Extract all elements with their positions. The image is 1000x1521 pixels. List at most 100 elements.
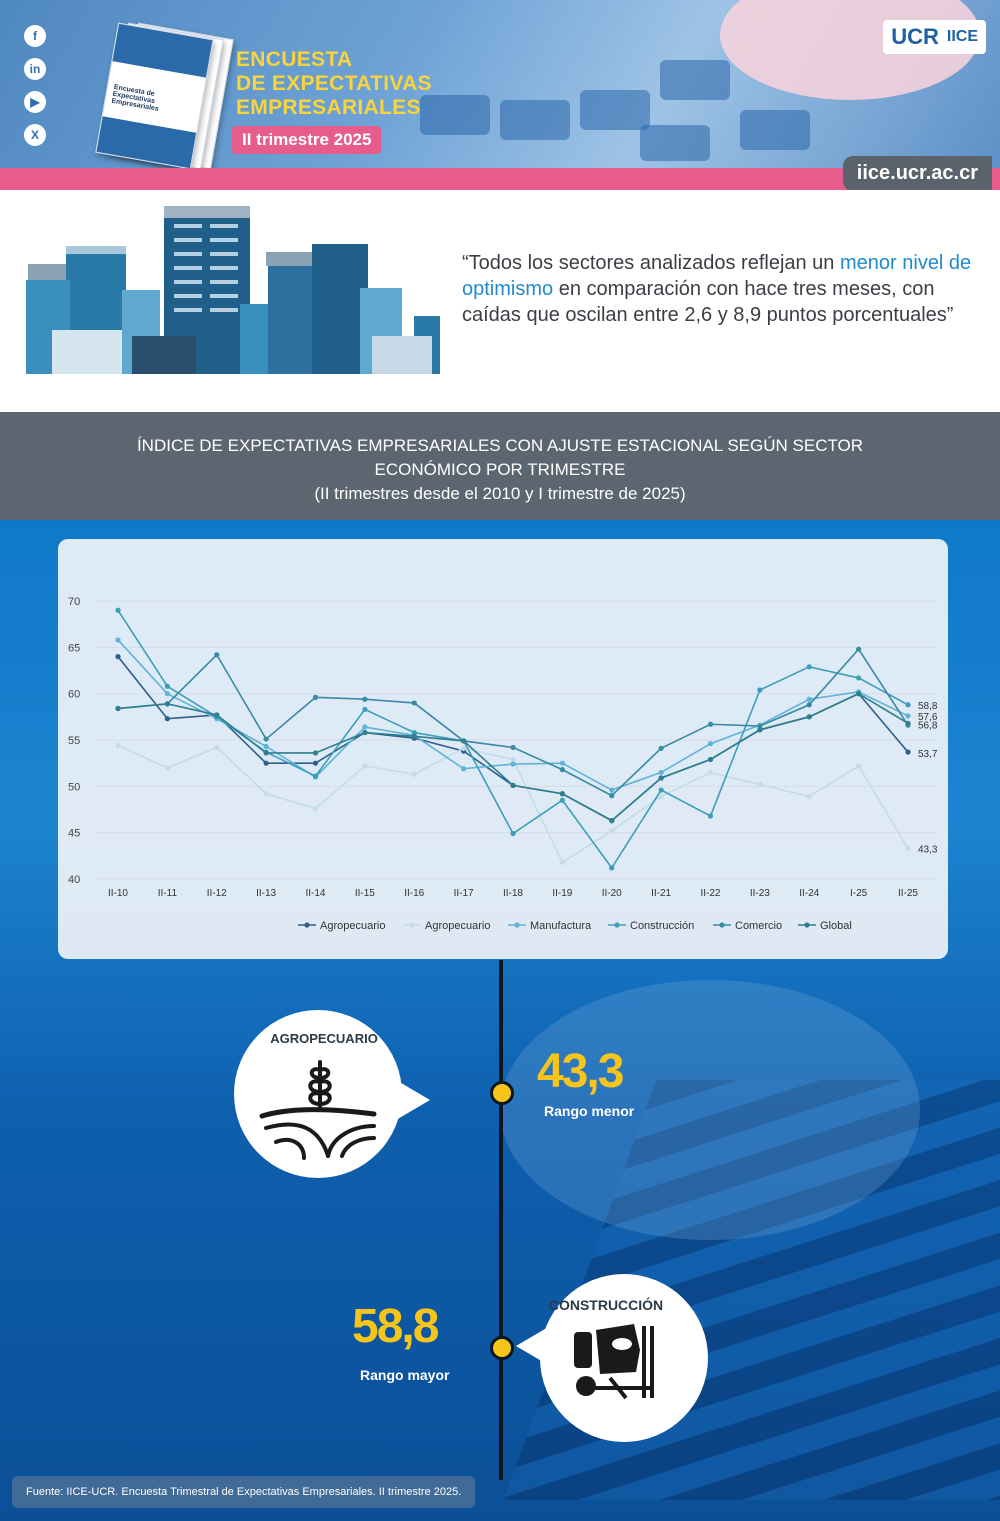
legend-marker bbox=[304, 922, 310, 928]
x-tick-label: II-12 bbox=[207, 888, 227, 899]
data-point bbox=[609, 828, 615, 834]
ucr-logo: UCR bbox=[891, 24, 939, 49]
y-tick-label: 45 bbox=[68, 828, 80, 840]
data-point bbox=[806, 696, 812, 702]
data-point bbox=[263, 736, 269, 742]
data-point bbox=[707, 769, 714, 776]
data-point bbox=[559, 760, 565, 766]
data-point bbox=[362, 724, 368, 730]
x-tick-label: II-17 bbox=[454, 888, 474, 899]
data-point bbox=[757, 723, 763, 729]
data-point bbox=[263, 791, 269, 797]
x-tick-label: II-15 bbox=[355, 888, 375, 899]
x-icon[interactable]: X bbox=[24, 124, 46, 146]
data-point bbox=[905, 720, 911, 726]
series-line bbox=[117, 609, 909, 870]
chart-header: ÍNDICE DE EXPECTATIVAS EMPRESARIALES CON… bbox=[0, 412, 1000, 520]
keyboard-key-graphic bbox=[740, 110, 810, 150]
data-point bbox=[559, 791, 565, 797]
data-point bbox=[312, 750, 319, 756]
key-finding-quote: “Todos los sectores analizados reflejan … bbox=[462, 250, 987, 328]
data-point bbox=[362, 763, 368, 769]
quote-section bbox=[0, 190, 1000, 412]
booklet-cover-band bbox=[112, 23, 213, 78]
data-point bbox=[806, 664, 812, 670]
period-badge: II trimestre 2025 bbox=[232, 126, 382, 154]
legend-marker bbox=[614, 922, 620, 928]
quote-highlight: menor nivel de optimismo bbox=[462, 252, 972, 300]
data-point bbox=[856, 763, 862, 769]
data-point bbox=[757, 781, 763, 788]
data-point bbox=[856, 675, 862, 681]
legend-label: Agropecuario bbox=[425, 920, 490, 932]
x-tick-label: II-18 bbox=[503, 888, 523, 899]
data-point bbox=[214, 712, 220, 718]
end-data-label: 57,6 bbox=[918, 712, 938, 723]
x-tick-label: I-25 bbox=[850, 888, 868, 899]
end-data-label: 53,7 bbox=[918, 749, 938, 760]
legend-marker bbox=[514, 922, 520, 928]
hand-graphic bbox=[500, 980, 920, 1240]
title-line-2: DE EXPECTATIVAS bbox=[236, 72, 432, 95]
data-point bbox=[856, 646, 862, 652]
data-point bbox=[115, 654, 121, 660]
data-point bbox=[164, 716, 170, 722]
data-point bbox=[312, 773, 319, 779]
x-tick-label: II-23 bbox=[750, 888, 770, 899]
y-tick-label: 55 bbox=[68, 735, 80, 747]
x-tick-label: II-25 bbox=[898, 888, 918, 899]
data-point bbox=[312, 805, 319, 812]
data-point bbox=[658, 769, 664, 776]
legend-label: Agropecuario bbox=[320, 920, 385, 932]
website-url[interactable]: iice.ucr.ac.cr bbox=[842, 156, 992, 191]
youtube-icon[interactable]: ▶ bbox=[24, 91, 46, 113]
data-point bbox=[905, 845, 911, 852]
agropecuario-bubble-tip bbox=[396, 1080, 430, 1120]
data-point bbox=[362, 729, 368, 736]
booklet-footer-band bbox=[96, 116, 197, 169]
city-buildings-illustration bbox=[26, 206, 440, 374]
legend-label: Manufactura bbox=[530, 920, 592, 932]
x-tick-label: II-16 bbox=[404, 888, 424, 899]
quote-text-end: en comparación con hace tres meses, con … bbox=[462, 278, 954, 326]
y-tick-label: 60 bbox=[68, 689, 80, 701]
line-chart: 40 45 50 55 60 65 70 II-10 II-11 II-12 II-13 II-14 I… bbox=[68, 596, 938, 932]
data-point bbox=[312, 694, 319, 700]
keyboard-key-graphic bbox=[420, 95, 490, 135]
data-point bbox=[312, 760, 319, 766]
data-point bbox=[609, 818, 615, 824]
x-tick-label: II-13 bbox=[256, 888, 276, 899]
quote-text-start: “Todos los sectores analizados reflejan … bbox=[462, 252, 840, 274]
legend-label: Comercio bbox=[735, 920, 782, 932]
end-data-label: 43,3 bbox=[918, 844, 938, 855]
data-point bbox=[658, 793, 664, 800]
data-point bbox=[905, 749, 911, 755]
data-point bbox=[658, 787, 664, 793]
linkedin-icon[interactable]: in bbox=[24, 58, 46, 80]
data-point bbox=[707, 813, 714, 819]
chart-title-line-1: ÍNDICE DE EXPECTATIVAS EMPRESARIALES CON… bbox=[136, 436, 864, 455]
data-point bbox=[559, 797, 565, 803]
chart-title-line-2: ECONÓMICO POR TRIMESTRE bbox=[374, 460, 626, 479]
y-tick-label: 50 bbox=[68, 781, 80, 793]
keyboard-key-graphic bbox=[640, 125, 710, 161]
data-point bbox=[510, 782, 516, 789]
keyboard-key-graphic bbox=[500, 100, 570, 140]
data-point bbox=[559, 859, 565, 865]
x-tick-label: II-19 bbox=[552, 888, 572, 899]
series-line bbox=[117, 639, 909, 791]
data-point bbox=[461, 738, 467, 744]
data-point bbox=[461, 766, 467, 772]
data-point bbox=[263, 760, 269, 766]
facebook-icon[interactable]: f bbox=[24, 25, 46, 47]
keyboard-key-graphic bbox=[580, 90, 650, 130]
low-value-marker bbox=[490, 1081, 514, 1105]
data-point bbox=[609, 865, 615, 871]
legend-label: Construcción bbox=[630, 920, 694, 932]
legend-marker bbox=[409, 922, 415, 928]
header-banner: f in ▶ X Encuesta de Expectativas Empres… bbox=[0, 0, 1000, 190]
institution-logos: UCR IICE bbox=[883, 20, 986, 54]
data-point bbox=[115, 705, 121, 712]
data-point bbox=[707, 756, 714, 763]
data-point bbox=[658, 745, 664, 751]
